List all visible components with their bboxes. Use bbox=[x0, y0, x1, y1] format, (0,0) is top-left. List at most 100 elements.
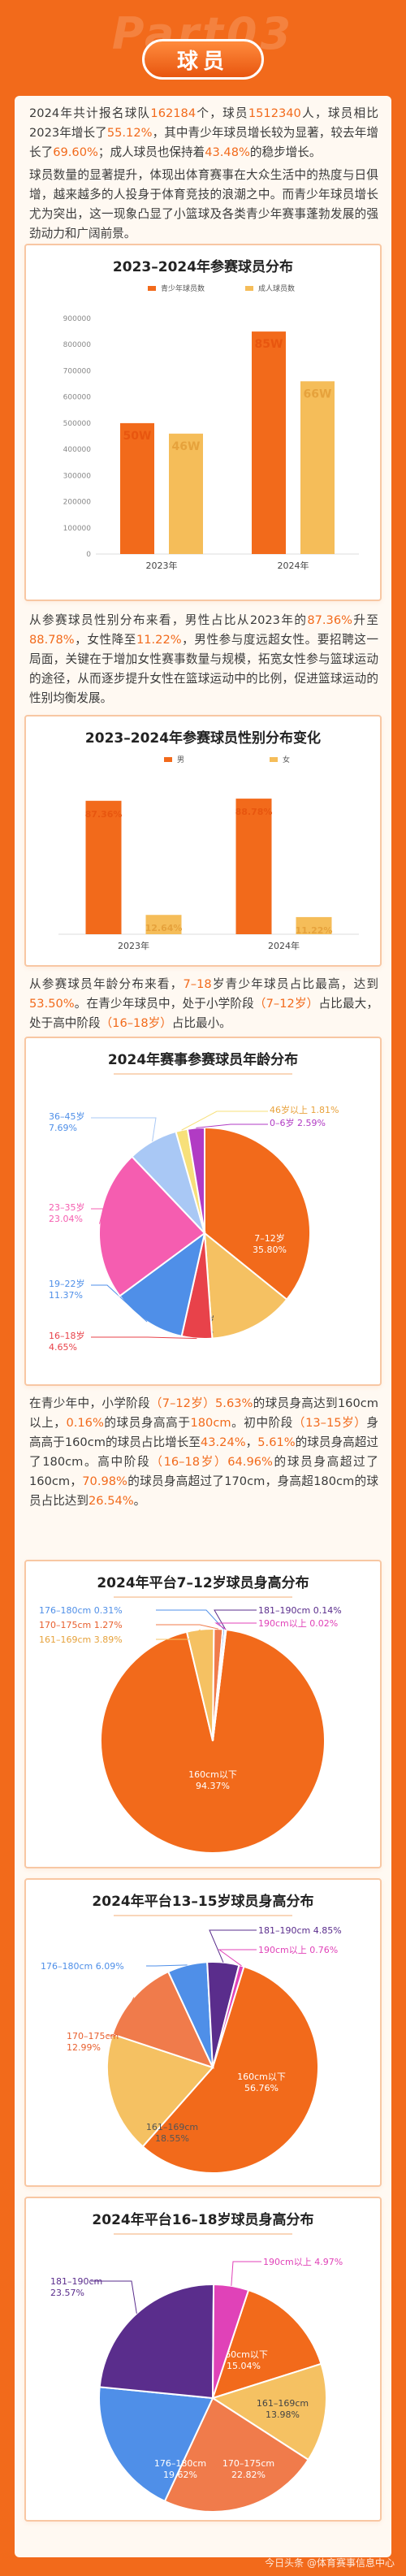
text-segment: 人，球员相比2023年增长了 bbox=[29, 106, 378, 140]
chart-title: 2023–2024年参赛球员性别分布变化 bbox=[84, 730, 322, 747]
bar bbox=[85, 800, 122, 934]
text-segment: 的球员身高超过了170cm，身高超180cm的球员占比达到 bbox=[29, 1474, 378, 1508]
text-segment: 2024年共计报名球队 bbox=[29, 106, 151, 120]
highlight-value: 1512340 bbox=[248, 106, 301, 120]
bar-chart-gender: 男 女 2023年 87.36% 12.64% 2024年 88.78% 11.22% bbox=[58, 755, 359, 951]
slice-value: 35.80% bbox=[253, 1245, 287, 1255]
highlight-value: 70.98% bbox=[82, 1474, 127, 1488]
text-segment: ，男性参与度远超女性。要招聘这一局面，关键在于增加女性赛事数量与规模，拓宽女性参… bbox=[29, 633, 378, 705]
pie-slice bbox=[210, 2362, 327, 2461]
highlight-value: （7–12岁） bbox=[253, 997, 319, 1011]
text-segment: ，其中青少年球员增长较为显著，较去年增长了 bbox=[29, 126, 378, 159]
slice-label: 160cm以下 bbox=[237, 2072, 286, 2082]
slice-value: 15.04% bbox=[227, 2361, 261, 2371]
y-tick-label: 800000 bbox=[63, 341, 92, 349]
slice-label: 170–175cm bbox=[67, 2031, 119, 2041]
age-paragraph: 从参赛球员年龄分布来看，7–18岁青少年球员占比最高，达到 53.50%。在青少年… bbox=[29, 975, 378, 1033]
chart-player-distribution: 2023–2024年参赛球员分布 青少年球员数 成人球员数 0 100000 20000… bbox=[24, 244, 382, 601]
highlight-value: 53.50% bbox=[29, 997, 75, 1011]
text-segment: 的球员身高超过了160cm， bbox=[29, 1455, 378, 1488]
leader-line bbox=[146, 1964, 188, 1967]
pie-slice bbox=[98, 2284, 215, 2400]
data-label: 87.36% bbox=[85, 809, 123, 820]
text-segment: 占比最小。 bbox=[171, 1016, 231, 1030]
x-tick-label: 2023年 bbox=[118, 940, 149, 951]
highlight-value: 43.24% bbox=[200, 1435, 246, 1449]
highlight-value: 7–18 bbox=[183, 977, 212, 991]
leader-line bbox=[91, 1284, 148, 1323]
slice-label: 190cm以上 0.76% bbox=[258, 1945, 338, 1955]
legend-swatch bbox=[270, 757, 278, 762]
slice-label: 23–35岁 bbox=[49, 1201, 85, 1213]
text-segment: 从参赛球员年龄分布来看， bbox=[29, 977, 184, 991]
text-segment: 个，球员 bbox=[196, 106, 248, 120]
slice-label: 161–169cm bbox=[257, 2398, 309, 2409]
highlight-value: 11.22% bbox=[136, 633, 182, 647]
legend-label: 成人球员数 bbox=[258, 284, 295, 293]
data-label: 11.22% bbox=[296, 925, 333, 936]
slice-value: 18.55% bbox=[155, 2133, 189, 2144]
slice-label: 176–180cm bbox=[154, 2458, 206, 2469]
data-label: 88.78% bbox=[235, 807, 273, 817]
leader-line bbox=[209, 1929, 257, 1963]
pie-slice bbox=[98, 2386, 214, 2503]
text-segment: 岁青少年球员占比最高，达到 bbox=[211, 977, 378, 991]
bar bbox=[235, 799, 272, 934]
y-tick-label: 700000 bbox=[63, 367, 92, 375]
chart-title: 2024年平台7–12岁球员身高分布 bbox=[26, 1571, 380, 1598]
slice-label: 160cm以下 bbox=[188, 1769, 237, 1780]
slice-label: 161–169cm bbox=[146, 2122, 198, 2132]
chart-title: 2024年赛事参赛球员年龄分布 bbox=[26, 1048, 380, 1075]
highlight-value: 5.63% bbox=[215, 1396, 253, 1410]
x-tick-label: 2024年 bbox=[268, 940, 300, 951]
leader-line bbox=[91, 1336, 197, 1340]
slice-value: 23.57% bbox=[50, 2288, 84, 2298]
chart-height-7-12: 2024年平台7–12岁球员身高分布 160cm以下 94.37% 161–169c… bbox=[24, 1560, 382, 1868]
text-segment: 的稳步增长。 bbox=[249, 145, 322, 159]
pie-slice bbox=[212, 2283, 250, 2399]
slice-label: 19–22岁 bbox=[49, 1278, 85, 1289]
chart-height-13-15: 2024年平台13–15岁球员身高分布 160cm以下 56.76% 161–169… bbox=[24, 1878, 382, 2187]
text-segment: ， bbox=[245, 1435, 258, 1449]
y-tick-label: 200000 bbox=[63, 499, 92, 507]
slice-label: 170–175cm bbox=[222, 2458, 274, 2469]
slice-value: 11.37% bbox=[49, 1290, 83, 1301]
leader-line bbox=[231, 2261, 261, 2286]
slice-value: 12.99% bbox=[67, 2042, 101, 2053]
bar-chart-players: 青少年球员数 成人球员数 0 100000 200000 300000 400000 5000… bbox=[63, 284, 359, 571]
text-segment: ，女性降至 bbox=[74, 633, 136, 647]
slice-label: 46岁以上 1.81% bbox=[270, 1104, 339, 1115]
highlight-value: 55.12% bbox=[106, 126, 153, 140]
pie-slice bbox=[141, 1965, 319, 2174]
bar bbox=[120, 422, 154, 554]
data-label: 66W bbox=[304, 387, 332, 400]
leader-line bbox=[196, 1123, 268, 1128]
slice-label: 170–175cm 1.27% bbox=[39, 1620, 123, 1630]
chart-height-16-18: 2024年平台16–18岁球员身高分布 160cm以下 15.04% 161–169… bbox=[24, 2197, 382, 2522]
leader-line bbox=[91, 1208, 104, 1224]
pie-slice bbox=[100, 1628, 326, 1854]
legend-label: 男 bbox=[177, 755, 184, 764]
legend-swatch bbox=[148, 286, 156, 291]
text-segment: 身高高于160cm的球员占比增长至 bbox=[29, 1416, 378, 1449]
leader-line bbox=[156, 1609, 225, 1630]
y-tick-label: 100000 bbox=[63, 525, 92, 533]
bar bbox=[300, 381, 335, 554]
data-label: 46W bbox=[172, 440, 201, 453]
bar bbox=[169, 433, 203, 554]
slice-value: 22.82% bbox=[231, 2470, 266, 2480]
text-segment: 占比最大，处于高中阶段 bbox=[29, 997, 378, 1030]
x-tick-label: 2024年 bbox=[278, 560, 309, 571]
chart-title: 2024年平台13–15岁球员身高分布 bbox=[26, 1890, 380, 1916]
slice-label: 181–190cm bbox=[50, 2276, 102, 2287]
pie-chart-age: 7–12岁35.80%13–15岁13.05%16–18岁4.65%19–22岁… bbox=[49, 1104, 339, 1353]
highlight-value: 64.96% bbox=[227, 1455, 273, 1469]
text-segment: 的球员身高超过了180cm。高中阶段 bbox=[29, 1435, 378, 1469]
bar bbox=[296, 916, 332, 934]
slice-label: 176–180cm 6.09% bbox=[41, 1961, 124, 1972]
text-segment: 从参赛球员性别分布来看，男性占比从2023年的 bbox=[29, 613, 308, 627]
highlight-value: 5.61% bbox=[257, 1435, 296, 1449]
